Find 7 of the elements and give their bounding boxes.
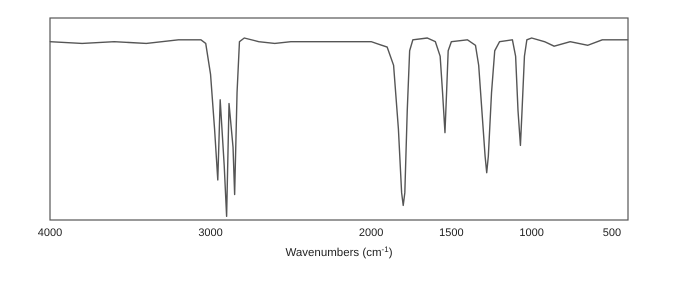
x-tick-label: 1000 (519, 227, 544, 239)
x-tick-label: 2000 (358, 227, 384, 239)
x-tick-label: 1500 (439, 227, 464, 239)
x-tick-label: 500 (602, 227, 622, 239)
x-axis-title: Wavenumbers (cm$^{-1}$) (285, 244, 393, 259)
x-tick-label: 4000 (38, 227, 62, 239)
x-tick-label: 3000 (198, 227, 223, 239)
